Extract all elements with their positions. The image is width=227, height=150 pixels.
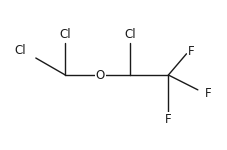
Text: Cl: Cl	[14, 44, 25, 57]
Text: F: F	[204, 87, 210, 100]
Text: F: F	[187, 45, 193, 58]
Text: O: O	[95, 69, 105, 81]
Text: F: F	[164, 113, 171, 126]
Text: Cl: Cl	[123, 28, 135, 41]
Text: Cl: Cl	[59, 28, 71, 41]
